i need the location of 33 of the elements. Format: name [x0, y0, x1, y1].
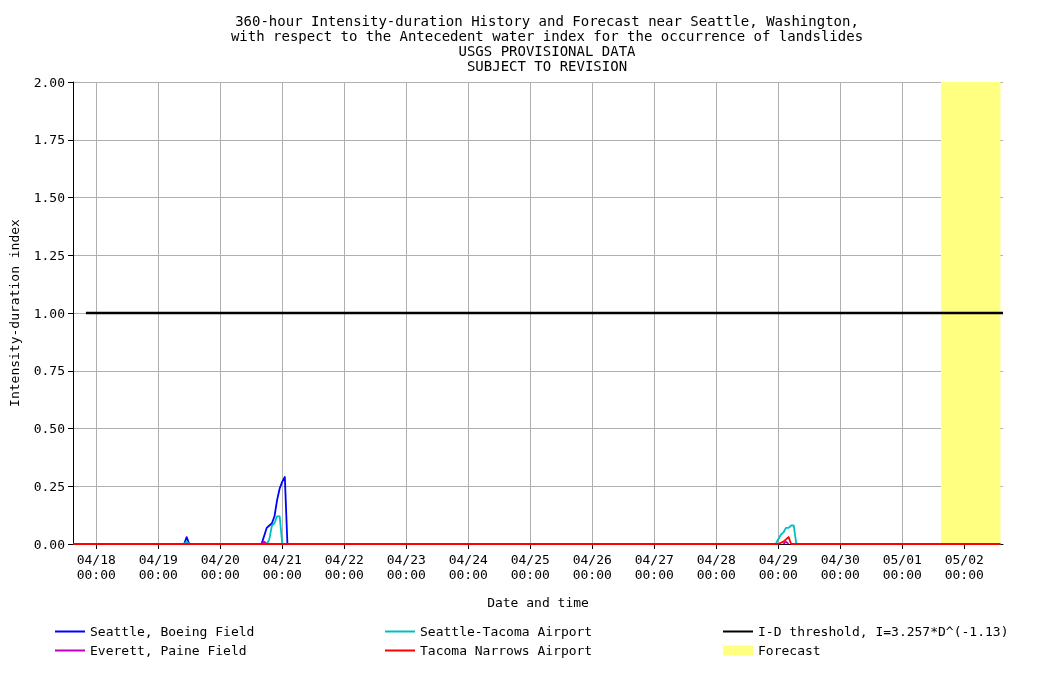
legend-label: Seattle, Boeing Field [90, 624, 255, 639]
x-tick-label: 04/29 00:00 [758, 552, 798, 582]
x-tick-label: 04/22 00:00 [324, 552, 364, 582]
x-tick-label: 04/24 00:00 [448, 552, 488, 582]
x-tick-label: 04/30 00:00 [820, 552, 860, 582]
legend-label: Everett, Paine Field [90, 643, 247, 658]
legend-label: Forecast [758, 643, 821, 658]
y-tick-label: 0.00 [33, 536, 65, 552]
x-tick-label: 04/20 00:00 [200, 552, 240, 582]
y-tick-label: 0.50 [33, 421, 65, 436]
chart-title: 360-hour Intensity-duration History and Forecast near Seattle, Washington, with respect to the Antecedent water index for the occurrence of landslides USGS PROVISIONAL DATA SUBJECT TO REVISION [230, 12, 864, 74]
x-tick-label: 04/25 00:00 [510, 552, 550, 582]
legend-label: Seattle-Tacoma Airport [420, 624, 593, 639]
y-axis-title: Intensity-duration index [7, 218, 22, 407]
y-tick-label: 0.75 [33, 363, 65, 379]
x-tick-label: 04/19 00:00 [138, 552, 178, 582]
x-tick-label: 04/21 00:00 [262, 552, 302, 582]
x-axis-title: Date and time [487, 595, 590, 610]
x-tick-label: 04/28 00:00 [696, 552, 736, 582]
x-tick-label: 04/23 00:00 [386, 552, 426, 582]
y-tick-label: 1.50 [33, 190, 65, 205]
legend-label: I-D threshold, I=3.257*D^(-1.13) [758, 624, 1009, 639]
y-tick-label: 1.25 [33, 247, 65, 263]
x-tick-label: 04/18 00:00 [76, 552, 116, 582]
x-tick-label: 04/26 00:00 [572, 552, 612, 582]
y-tick-label: 0.25 [33, 478, 65, 494]
y-tick-label: 1.00 [33, 305, 65, 321]
legend-label: Tacoma Narrows Airport [420, 643, 593, 658]
x-tick-label: 05/02 00:00 [944, 552, 984, 582]
x-tick-label: 05/01 00:00 [882, 552, 922, 582]
y-tick-label: 2.00 [33, 74, 65, 90]
y-tick-label: 1.75 [33, 132, 65, 148]
x-tick-label: 04/27 00:00 [634, 552, 674, 582]
